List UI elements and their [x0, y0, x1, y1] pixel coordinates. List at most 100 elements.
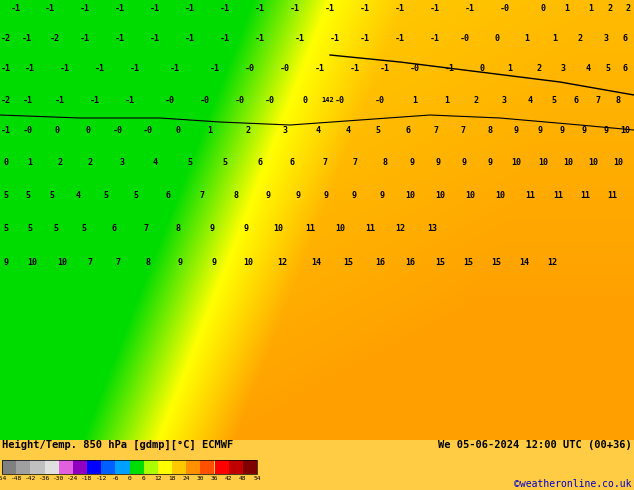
- Text: 3: 3: [283, 125, 287, 135]
- Text: 6: 6: [406, 125, 410, 135]
- Text: 9: 9: [604, 125, 609, 135]
- Text: 1: 1: [207, 125, 212, 135]
- Bar: [30, 460, 44, 474]
- Text: 9: 9: [4, 258, 8, 267]
- Text: 4: 4: [586, 64, 590, 73]
- Text: 9: 9: [581, 125, 586, 135]
- Text: -1: -1: [95, 64, 105, 73]
- Text: 9: 9: [266, 191, 271, 199]
- Text: 10: 10: [588, 157, 598, 167]
- Text: 5: 5: [375, 125, 380, 135]
- Text: 5: 5: [103, 191, 108, 199]
- Text: 9: 9: [514, 125, 519, 135]
- Bar: [87, 460, 101, 474]
- Text: -1: -1: [430, 3, 440, 13]
- Text: 0: 0: [86, 125, 91, 135]
- Text: 18: 18: [168, 476, 176, 481]
- Bar: [2, 460, 257, 474]
- Text: 10: 10: [495, 191, 505, 199]
- Text: 6: 6: [142, 476, 146, 481]
- Text: 5: 5: [53, 223, 58, 233]
- Text: -0: -0: [410, 64, 420, 73]
- Text: 5: 5: [49, 191, 55, 199]
- Text: 2: 2: [474, 96, 479, 104]
- Text: -1: -1: [115, 3, 125, 13]
- Text: -1: -1: [315, 64, 325, 73]
- Text: 6: 6: [165, 191, 171, 199]
- Text: 9: 9: [462, 157, 467, 167]
- Text: -1: -1: [185, 33, 195, 43]
- Text: 0: 0: [541, 3, 545, 13]
- Text: 6: 6: [574, 96, 578, 104]
- Text: -1: -1: [255, 33, 265, 43]
- Text: 36: 36: [210, 476, 218, 481]
- Text: 6: 6: [623, 64, 628, 73]
- Text: -0: -0: [200, 96, 210, 104]
- Text: 7: 7: [115, 258, 120, 267]
- Text: 12: 12: [547, 258, 557, 267]
- Text: 4: 4: [346, 125, 351, 135]
- Text: 9: 9: [559, 125, 564, 135]
- Text: 2: 2: [87, 157, 93, 167]
- Text: -1: -1: [90, 96, 100, 104]
- Text: 11: 11: [305, 223, 315, 233]
- Bar: [2, 460, 16, 474]
- Text: -0: -0: [280, 64, 290, 73]
- Text: 15: 15: [491, 258, 501, 267]
- Text: 9: 9: [436, 157, 441, 167]
- Text: 1: 1: [564, 3, 569, 13]
- Text: 142: 142: [321, 97, 334, 103]
- Text: -0: -0: [23, 125, 33, 135]
- Text: 9: 9: [209, 223, 214, 233]
- Text: 1: 1: [588, 3, 593, 13]
- Text: -1: -1: [11, 3, 21, 13]
- Text: 9: 9: [243, 223, 249, 233]
- Text: 10: 10: [613, 157, 623, 167]
- Text: -0: -0: [500, 3, 510, 13]
- Text: ©weatheronline.co.uk: ©weatheronline.co.uk: [515, 479, 632, 489]
- Text: 5: 5: [25, 191, 30, 199]
- Text: 5: 5: [188, 157, 193, 167]
- Text: -1: -1: [23, 96, 33, 104]
- Text: 4: 4: [316, 125, 321, 135]
- Text: -0: -0: [143, 125, 153, 135]
- Bar: [101, 460, 115, 474]
- Text: -1: -1: [1, 64, 11, 73]
- Text: -1: -1: [185, 3, 195, 13]
- Text: -2: -2: [1, 33, 11, 43]
- Text: 7: 7: [323, 157, 328, 167]
- Text: 6: 6: [623, 33, 628, 43]
- Text: -1: -1: [1, 125, 11, 135]
- Text: -1: -1: [60, 64, 70, 73]
- Text: -1: -1: [80, 3, 90, 13]
- Text: -0: -0: [245, 64, 255, 73]
- Text: 1: 1: [524, 33, 529, 43]
- Text: 10: 10: [435, 191, 445, 199]
- Bar: [229, 460, 243, 474]
- Bar: [115, 460, 129, 474]
- Text: 10: 10: [243, 258, 253, 267]
- Text: -1: -1: [430, 33, 440, 43]
- Text: -1: -1: [125, 96, 135, 104]
- Text: 24: 24: [183, 476, 190, 481]
- Text: 2: 2: [626, 3, 630, 13]
- Bar: [172, 460, 186, 474]
- Text: 7: 7: [353, 157, 358, 167]
- Text: 8: 8: [382, 157, 387, 167]
- Text: -0: -0: [113, 125, 123, 135]
- Text: 10: 10: [620, 125, 630, 135]
- Text: 2: 2: [607, 3, 612, 13]
- Text: -1: -1: [80, 33, 90, 43]
- Text: -2: -2: [1, 96, 11, 104]
- Text: -1: -1: [325, 3, 335, 13]
- Bar: [44, 460, 59, 474]
- Text: 8: 8: [233, 191, 238, 199]
- Text: 14: 14: [519, 258, 529, 267]
- Text: 0: 0: [127, 476, 131, 481]
- Text: 4: 4: [75, 191, 81, 199]
- Bar: [214, 460, 229, 474]
- Bar: [243, 460, 257, 474]
- Text: -1: -1: [210, 64, 220, 73]
- Text: 15: 15: [463, 258, 473, 267]
- Text: 10: 10: [511, 157, 521, 167]
